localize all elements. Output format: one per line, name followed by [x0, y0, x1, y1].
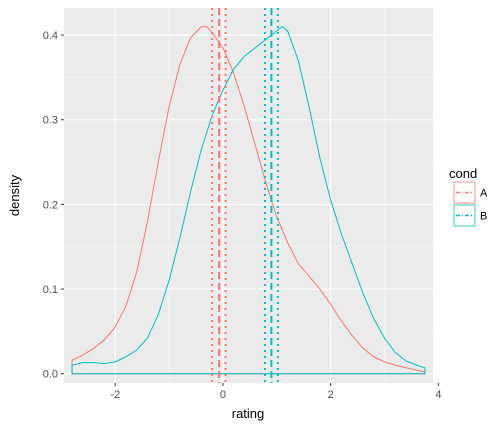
legend-item-b: B — [453, 204, 487, 227]
density-curve-a — [71, 26, 426, 375]
x-tick-label: 2 — [328, 389, 334, 401]
legend-label-b: B — [480, 211, 487, 223]
legend: cond A B — [449, 166, 488, 227]
axes-layer: -2 0 2 4 0.0 0.1 0.2 0.3 0.4 — [43, 30, 442, 401]
legend-key-a — [453, 181, 476, 204]
x-tick-label: 4 — [435, 389, 441, 401]
y-tick-label: 0.0 — [43, 369, 58, 381]
y-tick-label: 0.2 — [43, 199, 58, 211]
series-layer — [71, 8, 426, 383]
y-tick-label: 0.4 — [43, 30, 58, 42]
legend-key-b — [453, 204, 476, 227]
x-axis-title: rating — [232, 406, 265, 421]
y-tick-label: 0.3 — [43, 115, 58, 127]
y-tick-label: 0.1 — [43, 284, 58, 296]
legend-item-a: A — [453, 181, 488, 204]
x-tick-label: -2 — [110, 389, 120, 401]
legend-label-a: A — [480, 188, 488, 200]
y-axis-title: density — [7, 174, 22, 216]
legend-title: cond — [449, 166, 477, 181]
density-curve-b — [71, 25, 426, 375]
plot-panel — [64, 8, 433, 383]
x-tick-label: 0 — [220, 389, 226, 401]
